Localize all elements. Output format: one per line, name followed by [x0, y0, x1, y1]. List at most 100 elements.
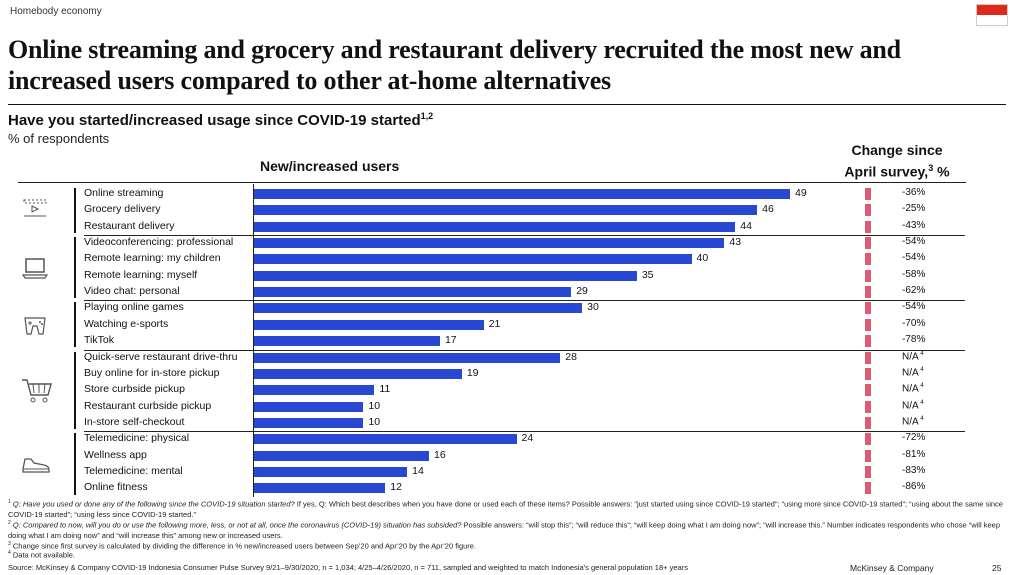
game-controller-icon	[20, 310, 50, 340]
bar-value-label: 49	[795, 187, 807, 199]
change-value: -54%	[902, 252, 926, 264]
category-label: In-store self-checkout	[84, 415, 185, 428]
group-separator	[84, 300, 965, 302]
bar-value-label: 24	[521, 432, 534, 445]
group-marker	[74, 302, 76, 348]
tv-play-icon	[20, 196, 50, 226]
shopping-cart-icon	[20, 375, 54, 405]
footnote-item: 4 Data not available.	[8, 550, 75, 560]
change-value: -54%	[902, 236, 926, 248]
bar	[254, 270, 637, 281]
change-marker	[865, 318, 871, 331]
footnote-item: 2 Q: Compared to now, will you do or use…	[8, 520, 1000, 540]
section-label: Homebody economy	[10, 6, 102, 17]
category-label: Telemedicine: mental	[84, 464, 183, 477]
change-value: N/A 4	[902, 366, 924, 379]
change-value: N/A 4	[902, 383, 924, 395]
group-marker	[74, 188, 76, 234]
group-marker	[74, 351, 76, 430]
page-title: Online streaming and grocery and restaur…	[8, 35, 901, 95]
bar	[254, 336, 440, 347]
bar	[254, 466, 408, 477]
category-label: Video chat: personal	[84, 285, 180, 298]
bar	[254, 319, 484, 330]
change-marker	[865, 384, 871, 397]
bar-value-label: 19	[466, 366, 479, 379]
footnote-item: 1 Q: Have you used or done any of the fo…	[8, 499, 1003, 519]
change-marker	[865, 204, 871, 217]
change-value: -62%	[902, 285, 926, 297]
bar	[254, 385, 375, 396]
bar-value-label: 17	[444, 334, 457, 347]
category-label: Wellness app	[84, 448, 147, 461]
change-marker	[865, 286, 871, 299]
change-marker	[865, 188, 871, 200]
group-marker	[74, 433, 76, 495]
change-value: -43%	[902, 219, 926, 231]
bar	[254, 205, 758, 216]
bar-value-label: 12	[390, 481, 402, 494]
change-marker	[865, 220, 871, 233]
bar-value-label: 35	[641, 268, 654, 281]
bar-value-label: 21	[488, 317, 501, 330]
bar	[254, 303, 583, 314]
bar	[254, 434, 517, 445]
change-value: -86%	[902, 481, 926, 493]
bar	[254, 368, 462, 379]
bar-value-label: 16	[434, 448, 446, 461]
bar-value-label: 29	[576, 285, 588, 298]
title-divider	[8, 104, 1006, 105]
change-marker	[865, 302, 871, 315]
bar	[254, 189, 790, 199]
unit-note: % of respondents	[8, 131, 110, 146]
bar-value-label: 10	[368, 399, 381, 412]
change-value: -83%	[902, 464, 926, 476]
source-note: Source: McKinsey & Company COVID-19 Indo…	[8, 563, 688, 572]
category-label: Buy online for in-store pickup	[84, 366, 220, 379]
change-value: -54%	[902, 301, 926, 313]
change-value: -36%	[902, 187, 926, 198]
bar-value-label: 43	[729, 236, 742, 249]
change-marker	[865, 400, 871, 413]
change-value: N/A 4	[902, 399, 924, 411]
change-value: N/A 4	[902, 350, 924, 362]
category-label: Playing online games	[84, 301, 184, 314]
change-marker	[865, 416, 871, 429]
bar-value-label: 46	[762, 203, 774, 216]
change-marker	[865, 237, 871, 250]
category-label: Restaurant delivery	[84, 219, 175, 232]
bar	[254, 238, 725, 249]
bar-value-label: 40	[696, 252, 709, 265]
bar	[254, 254, 692, 265]
category-label: Remote learning: my children	[84, 252, 221, 265]
category-label: Online fitness	[84, 481, 148, 494]
bar-axis-line	[253, 184, 254, 497]
bar	[254, 401, 364, 412]
change-value: -81%	[902, 448, 926, 460]
bar	[254, 287, 572, 298]
question-heading: Have you started/increased usage since C…	[8, 111, 434, 129]
laptop-icon	[20, 253, 50, 283]
bar-value-label: 11	[379, 383, 391, 396]
change-marker	[865, 433, 871, 446]
change-value: -58%	[902, 268, 926, 280]
change-column-header: Change since April survey,3 %	[844, 142, 950, 180]
bar	[254, 483, 386, 494]
category-label: Remote learning: myself	[84, 268, 198, 281]
group-separator	[84, 431, 965, 433]
change-marker	[865, 253, 871, 266]
table-top-rule	[18, 182, 966, 183]
group-separator	[84, 349, 965, 351]
category-label: Watching e-sports	[84, 317, 169, 330]
brand-name: McKinsey & Company	[850, 563, 934, 573]
bar-value-label: 30	[587, 301, 599, 314]
change-marker	[865, 449, 871, 462]
bar	[254, 221, 736, 232]
category-label: Quick-serve restaurant drive-thru	[84, 350, 238, 363]
group-marker	[74, 237, 76, 299]
change-value: -70%	[902, 317, 926, 329]
change-marker	[865, 482, 871, 495]
change-value: -72%	[902, 432, 926, 444]
change-marker	[865, 269, 871, 282]
bar	[254, 450, 430, 461]
